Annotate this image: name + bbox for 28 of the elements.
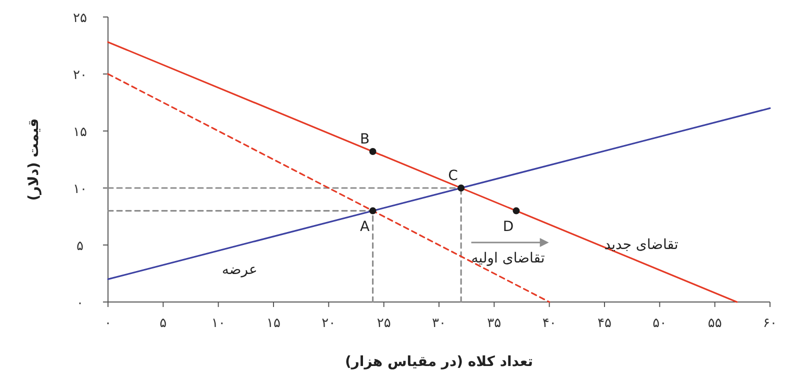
x-tick-label: ۵۵ bbox=[708, 316, 722, 331]
x-tick-label: ۴۵ bbox=[598, 316, 612, 331]
annotation: عرضه bbox=[222, 262, 258, 278]
data-label: D bbox=[502, 218, 514, 235]
annotation: تقاضای اولیه bbox=[471, 250, 545, 267]
y-tick-label: ۲۵ bbox=[73, 11, 87, 26]
data-label: C bbox=[448, 168, 458, 184]
y-tick-label: ۱۵ bbox=[73, 125, 87, 140]
x-tick-label: ۵ bbox=[160, 316, 167, 331]
x-tick-label: ۰ bbox=[104, 316, 112, 331]
data-label: B bbox=[360, 132, 370, 148]
x-tick-label: ۵۰ bbox=[652, 316, 667, 331]
y-tick-label: ۵ bbox=[76, 239, 84, 254]
annotation: تقاضای جدید bbox=[604, 236, 678, 253]
x-tick-label: ۱۰ bbox=[211, 316, 226, 331]
x-tick-label: ۲۰ bbox=[322, 316, 336, 331]
y-tick-label: ۰ bbox=[76, 296, 84, 311]
x-tick-label: ۴۰ bbox=[542, 316, 556, 331]
y-tick-label: ۱۰ bbox=[73, 182, 87, 197]
x-tick-label: ۲۵ bbox=[376, 316, 391, 331]
x-tick-label: ۳۰ bbox=[432, 316, 446, 331]
x-tick-label: ۶۰ bbox=[763, 316, 777, 331]
x-axis-title: تعداد کلاه (در مقیاس هزار) bbox=[344, 354, 534, 370]
data-label: A bbox=[360, 218, 370, 235]
y-tick-label: ۲۰ bbox=[73, 68, 87, 83]
y-axis-title: قیمت (دلار) bbox=[26, 118, 42, 201]
x-tick-label: ۳۵ bbox=[487, 316, 502, 331]
x-tick-label: ۱۵ bbox=[266, 316, 280, 331]
